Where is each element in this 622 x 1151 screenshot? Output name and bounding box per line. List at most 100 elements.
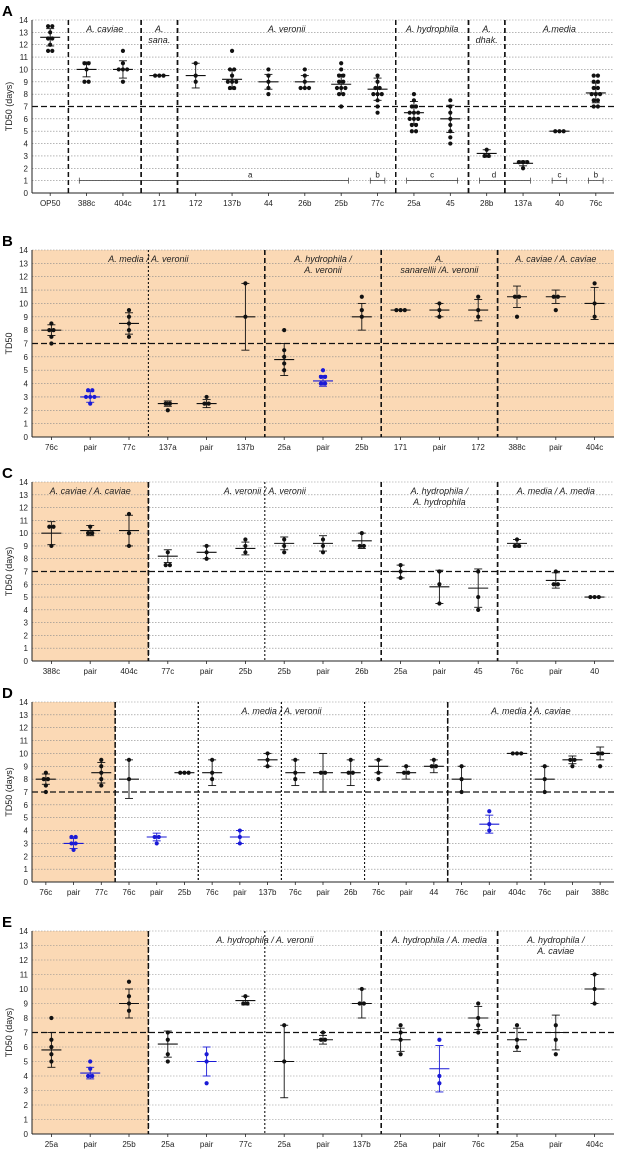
data-point	[126, 308, 132, 313]
data-point	[323, 374, 328, 379]
panel-label: E	[2, 914, 12, 931]
x-tick-label: 25b	[278, 667, 292, 676]
y-tick-label: 12	[19, 41, 28, 50]
data-point	[514, 314, 520, 319]
y-tick-label: 4	[24, 1072, 29, 1081]
data-point	[542, 789, 547, 795]
y-tick-label: 11	[20, 53, 29, 62]
data-point	[411, 110, 417, 115]
data-point	[126, 979, 132, 984]
data-point	[336, 73, 342, 78]
data-point	[595, 98, 601, 103]
data-group	[584, 594, 605, 600]
x-tick-label: pair	[200, 667, 214, 676]
y-tick-label: 2	[24, 631, 29, 640]
y-tick-label: 4	[24, 606, 29, 615]
x-tick-label: 76c	[289, 888, 302, 897]
data-group	[313, 535, 333, 555]
data-point	[361, 543, 366, 549]
data-point	[401, 770, 407, 775]
data-point	[341, 73, 346, 78]
data-group	[196, 1046, 217, 1086]
data-point	[318, 374, 323, 379]
data-point	[49, 1015, 54, 1021]
x-tick-label: pair	[84, 667, 98, 676]
data-point	[398, 1023, 403, 1028]
data-point	[517, 294, 522, 299]
data-point	[553, 1037, 558, 1042]
data-point	[83, 394, 89, 400]
data-point	[551, 294, 556, 299]
data-point	[86, 531, 91, 536]
data-point	[73, 841, 78, 846]
data-group	[80, 524, 101, 537]
y-tick-label: 3	[24, 152, 29, 161]
data-point	[245, 1001, 250, 1006]
data-point	[557, 129, 562, 134]
data-point	[241, 1001, 246, 1006]
data-point	[48, 42, 53, 47]
data-group	[429, 569, 450, 606]
data-point	[476, 607, 481, 612]
data-group	[119, 511, 139, 549]
x-tick-label: 388c	[508, 443, 525, 452]
y-tick-label: 4	[24, 380, 29, 389]
data-point	[282, 1059, 287, 1064]
data-point	[448, 98, 453, 103]
data-point	[302, 85, 307, 91]
data-point	[377, 85, 382, 91]
data-point	[99, 777, 104, 782]
data-point	[433, 764, 439, 769]
y-tick-label: 7	[24, 103, 29, 112]
group-label: A. hydrophila	[405, 24, 459, 34]
data-point	[243, 994, 248, 999]
x-tick-label: 45	[474, 667, 483, 676]
data-point	[43, 789, 48, 795]
data-point	[204, 1052, 209, 1057]
data-point	[448, 122, 453, 128]
data-point	[486, 153, 491, 159]
x-tick-label: 77c	[239, 1140, 252, 1149]
data-group	[119, 308, 139, 339]
data-group	[313, 752, 333, 793]
data-point	[156, 834, 161, 840]
data-point	[266, 92, 271, 97]
group-label: A. hydrophila / A. hydrophila	[410, 486, 470, 507]
data-point	[350, 770, 355, 775]
data-point	[323, 770, 328, 775]
data-point	[598, 764, 603, 769]
data-point	[517, 543, 522, 549]
data-point	[204, 1081, 209, 1086]
data-point	[243, 537, 248, 542]
data-point	[341, 92, 346, 97]
data-point	[45, 48, 51, 53]
data-point	[448, 141, 453, 146]
x-tick-label: 404c	[586, 443, 603, 452]
data-point	[487, 809, 492, 814]
x-tick-label: pair	[399, 888, 413, 897]
x-tick-label: 25a	[161, 1140, 175, 1149]
y-tick-label: 1	[24, 865, 29, 874]
x-tick-label: 77c	[161, 667, 174, 676]
y-tick-label: 13	[19, 711, 28, 720]
data-point	[282, 537, 287, 542]
x-tick-label: pair	[84, 443, 98, 452]
data-point	[406, 770, 411, 775]
data-group	[513, 160, 534, 171]
y-tick-label: 8	[24, 1014, 29, 1023]
data-point	[346, 770, 351, 775]
data-point	[154, 841, 159, 846]
y-tick-label: 10	[19, 749, 28, 758]
data-point	[437, 569, 442, 574]
group-label: A. hydrophila / A. caviae	[526, 935, 586, 956]
y-tick-label: 8	[24, 326, 29, 335]
data-point	[302, 67, 307, 72]
y-tick-label: 7	[24, 568, 29, 577]
y-tick-label: 1	[24, 177, 29, 186]
x-tick-label: 77c	[95, 888, 108, 897]
data-group	[584, 281, 605, 320]
data-point	[161, 73, 166, 78]
data-group	[429, 1037, 450, 1093]
x-tick-label: 388c	[78, 199, 95, 208]
data-point	[232, 85, 237, 91]
